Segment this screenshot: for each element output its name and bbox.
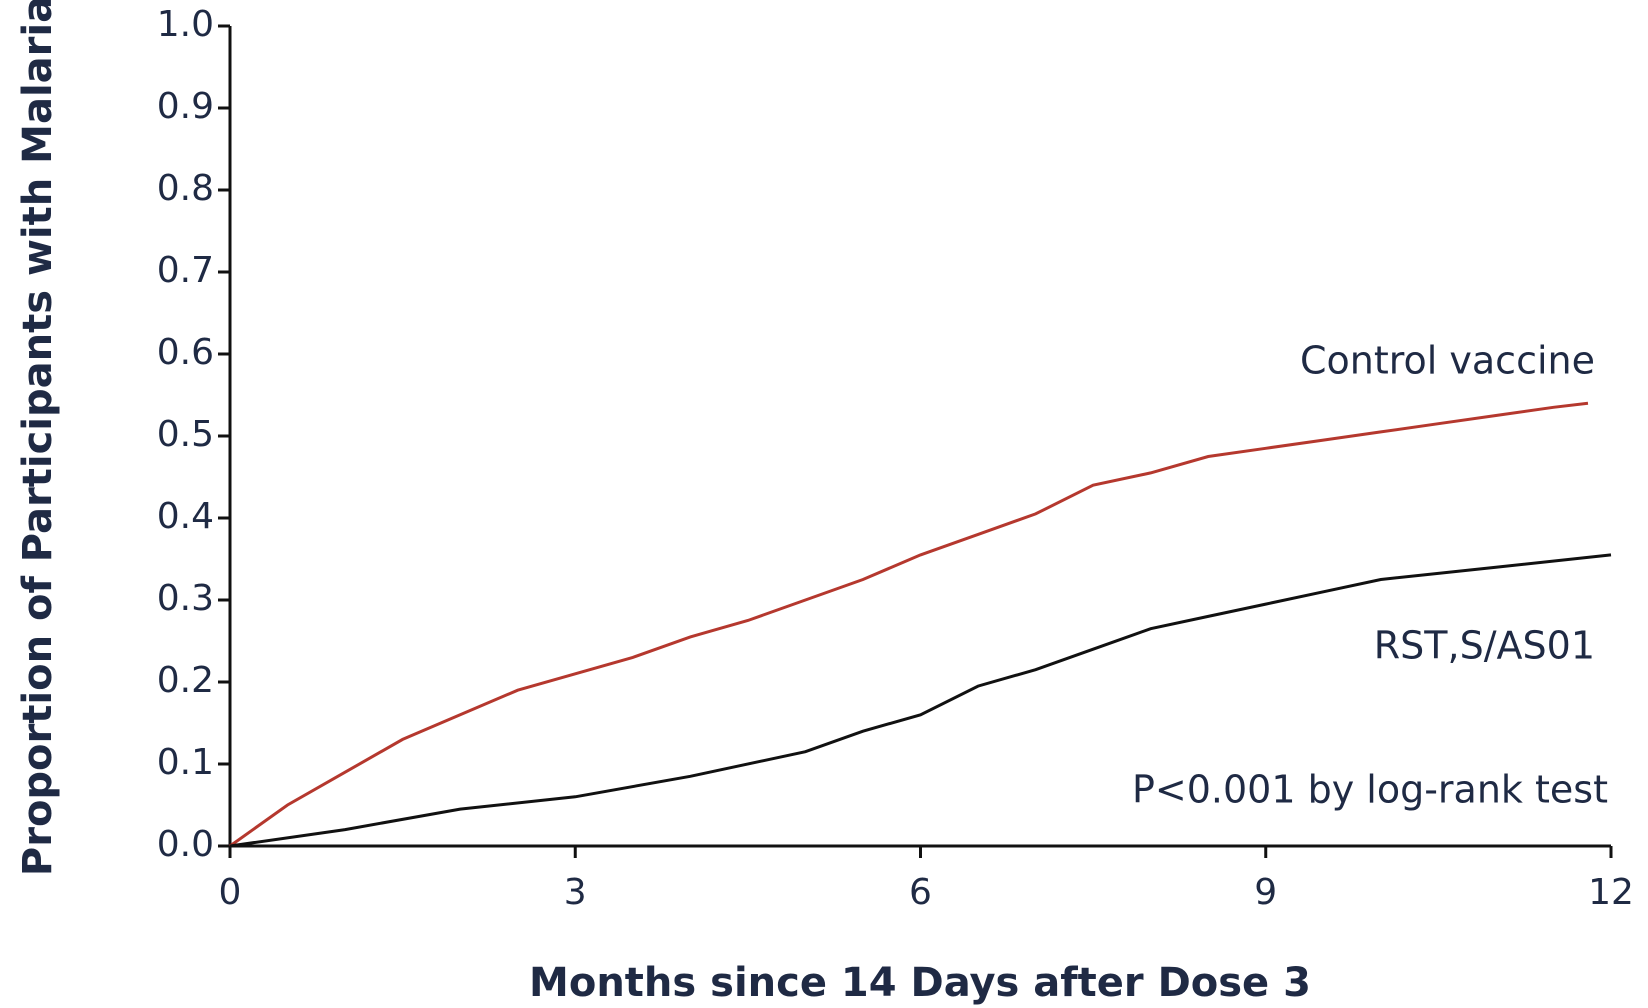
x-axis-title: Months since 14 Days after Dose 3: [529, 960, 1311, 1006]
y-tick-label: 0.6: [157, 332, 214, 373]
y-tick-label: 0.0: [157, 824, 214, 865]
y-tick-label: 0.1: [157, 742, 214, 783]
x-tick-label: 6: [909, 872, 932, 913]
x-tick-label: 12: [1588, 872, 1634, 913]
y-tick-label: 1.0: [157, 4, 214, 45]
y-tick-label: 0.4: [157, 496, 214, 537]
annotation: P<0.001 by log-rank test: [1132, 768, 1608, 812]
y-tick-label: 0.2: [157, 660, 214, 701]
series-line: [229, 401, 1589, 848]
y-tick-label: 0.7: [157, 250, 214, 291]
x-tick-label: 9: [1254, 872, 1277, 913]
y-tick-label: 0.9: [157, 86, 214, 127]
y-tick-label: 0.3: [157, 578, 214, 619]
x-tick-label: 3: [564, 872, 587, 913]
y-tick-label: 0.5: [157, 414, 214, 455]
y-axis-title: Proportion of Participants with Malaria: [15, 0, 61, 876]
series-label: RST,S/AS01: [1374, 624, 1595, 668]
x-tick-label: 0: [219, 872, 242, 913]
y-tick-label: 0.8: [157, 168, 214, 209]
series-line: [229, 553, 1612, 848]
series-label: Control vaccine: [1300, 339, 1595, 383]
